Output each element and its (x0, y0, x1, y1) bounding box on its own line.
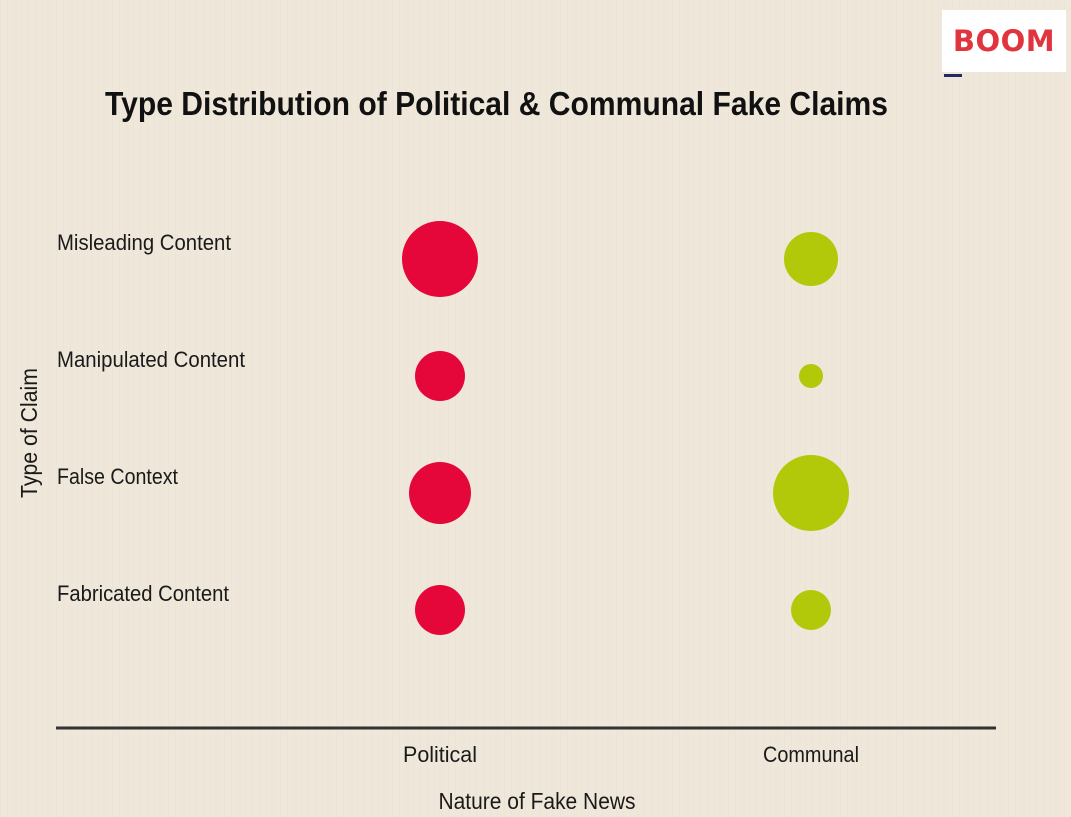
x-tick-label: Political (403, 742, 477, 767)
logo-underline (944, 74, 962, 77)
y-tick-label: Fabricated Content (57, 581, 229, 606)
y-axis-title: Type of Claim (16, 368, 42, 498)
communal-bubble (791, 590, 831, 630)
x-tick-label: Communal (763, 742, 859, 767)
y-tick-label: Misleading Content (57, 230, 231, 255)
y-tick-label: False Context (57, 464, 178, 489)
boom-logo: BOOM (942, 10, 1066, 77)
political-bubble (402, 221, 478, 297)
political-bubble (415, 585, 465, 635)
communal-bubble (773, 455, 849, 531)
y-tick-label: Manipulated Content (57, 347, 245, 372)
logo-text: BOOM (952, 23, 1056, 58)
communal-bubble (799, 364, 823, 388)
chart-title: Type Distribution of Political & Communa… (105, 85, 888, 122)
communal-bubble (784, 232, 838, 286)
political-bubble (415, 351, 465, 401)
x-axis-title: Nature of Fake News (439, 788, 636, 814)
political-bubble (409, 462, 471, 524)
